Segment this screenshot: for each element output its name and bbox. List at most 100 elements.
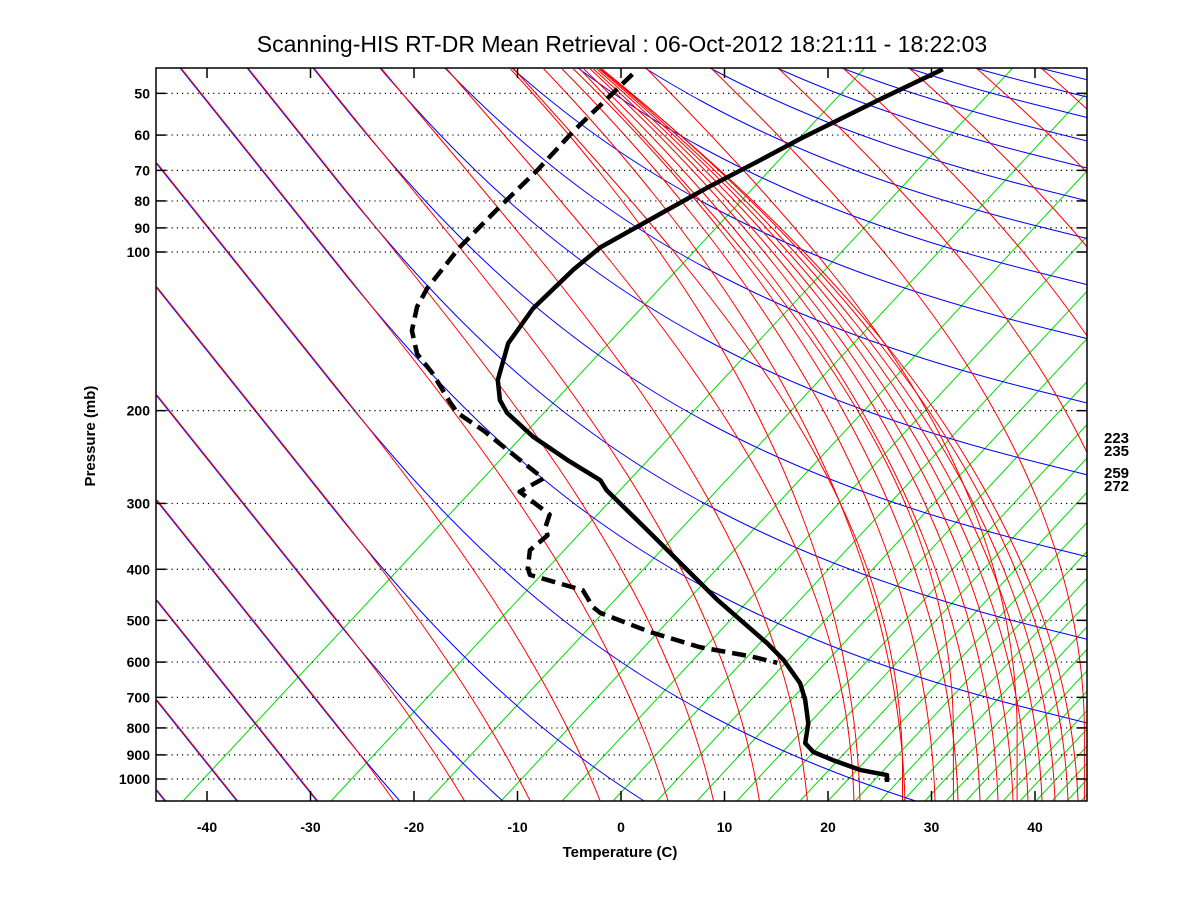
- dry-adiabat-line: [510, 68, 861, 801]
- dry-adiabat-line: [842, 68, 1087, 337]
- x-tick-label: 30: [924, 819, 940, 835]
- mixing-ratio-line: [827, 521, 1087, 801]
- y-tick-label: 900: [127, 747, 151, 763]
- mixing-ratio-line: [612, 290, 1087, 801]
- x-tick-label: 40: [1027, 819, 1043, 835]
- mixing-ratio-line: [696, 380, 1087, 801]
- moist-adiabat-line: [974, 68, 1087, 98]
- x-tick-label: 0: [617, 819, 625, 835]
- mixing-ratio-line: [656, 337, 1087, 801]
- moist-adiabat-line: [577, 68, 1087, 286]
- annotation-259: 259: [1104, 465, 1129, 482]
- moist-adiabat-line: [246, 68, 1087, 640]
- annotation-223: 223: [1104, 430, 1129, 447]
- dry-adiabat-line: [156, 789, 167, 801]
- y-tick-label: 1000: [119, 771, 150, 787]
- y-axis-ticks: 50 60 70 80 90 100 200 300 400 500 600 700 800 900 100…: [119, 85, 1087, 787]
- dry-adiabat-line: [156, 394, 466, 801]
- dry-adiabat-line: [156, 499, 395, 801]
- moist-adiabat-line: [1039, 68, 1087, 81]
- dry-adiabat-line: [156, 162, 601, 801]
- profile-series: [409, 68, 944, 782]
- mixing-ratio-line: [854, 550, 1087, 801]
- y-tick-label: 80: [134, 193, 150, 209]
- moist-adiabat-line: [156, 599, 318, 801]
- mixing-ratio-line: [965, 670, 1087, 801]
- y-tick-label: 70: [134, 162, 150, 178]
- moist-adiabat-line: [511, 68, 1087, 340]
- y-tick-label: 700: [127, 689, 151, 705]
- dry-adiabat-line: [380, 68, 808, 801]
- y-tick-label: 400: [127, 561, 151, 577]
- mixing-ratio-line: [902, 602, 1087, 801]
- mixing-ratio-line: [182, 68, 866, 801]
- x-axis-ticks: -40 -30 -20 -10 0 10 20 30 40: [197, 68, 1043, 835]
- dewpoint-profile-line: [409, 72, 778, 665]
- dry-adiabat-line: [561, 68, 936, 801]
- moist-adiabat-line: [444, 68, 1087, 404]
- moist-adiabat-line: [644, 68, 1087, 239]
- mixing-ratio-line: [767, 457, 1087, 801]
- temperature-profile-line: [495, 68, 944, 782]
- y-tick-label: 300: [127, 495, 151, 511]
- y-tick-label: 800: [127, 720, 151, 736]
- moist-adiabat-line: [156, 162, 918, 801]
- dry-adiabat-line: [512, 68, 903, 801]
- dry-adiabat-line: [578, 68, 954, 801]
- x-tick-label: -20: [404, 819, 424, 835]
- y-tick-label: 90: [134, 220, 150, 236]
- annotation-272: 272: [1104, 478, 1129, 495]
- dry-adiabat-line: [156, 599, 319, 801]
- dry-adiabat-line: [599, 68, 1079, 801]
- moist-adiabat-line: [156, 789, 166, 801]
- pressure-gridlines: [156, 92, 1087, 780]
- x-tick-label: 20: [820, 819, 836, 835]
- x-tick-label: -40: [197, 819, 217, 835]
- dry-adiabat-line: [593, 68, 1014, 801]
- right-annotations: 223 235 259 272: [1104, 430, 1129, 495]
- y-tick-label: 50: [134, 85, 150, 101]
- moist-adiabat-line: [156, 699, 238, 801]
- mixing-ratio-line: [945, 648, 1087, 801]
- dry-adiabat-line: [589, 68, 999, 801]
- dry-adiabat-line: [600, 68, 1056, 801]
- x-axis-label: Temperature (C): [563, 844, 678, 861]
- dry-adiabat-line: [573, 68, 959, 801]
- y-tick-label: 100: [127, 244, 151, 260]
- dry-adiabat-line: [180, 68, 669, 801]
- dry-adiabat-line: [313, 68, 760, 801]
- moist-adiabat-line: [709, 68, 1087, 202]
- background-lines: [156, 68, 1087, 801]
- dry-adiabat-line: [543, 68, 906, 801]
- dry-adiabat-line: [596, 68, 1029, 801]
- dry-adiabat-line: [777, 68, 1087, 454]
- y-tick-label: 500: [127, 612, 151, 628]
- moist-adiabat-line: [841, 68, 1087, 142]
- dry-adiabat-line: [445, 68, 855, 801]
- dry-adiabat-line: [710, 68, 1085, 801]
- y-tick-label: 60: [134, 127, 150, 143]
- dry-adiabat-line: [156, 286, 531, 801]
- mixing-ratio-line: [561, 235, 1087, 801]
- dry-adiabat-line: [645, 68, 1018, 801]
- moist-adiabat-line: [156, 394, 504, 801]
- y-tick-label: 600: [127, 654, 151, 670]
- mixing-ratio-line: [500, 170, 1087, 801]
- x-tick-label: 10: [717, 819, 733, 835]
- y-tick-label: 200: [127, 403, 151, 419]
- annotation-235: 235: [1104, 443, 1129, 460]
- dry-adiabat-line: [598, 68, 1043, 801]
- dry-adiabat-line: [908, 68, 1087, 248]
- dry-adiabat-line: [601, 68, 1069, 801]
- y-axis-label: Pressure (mb): [82, 386, 99, 487]
- moist-adiabat-line: [179, 68, 1087, 724]
- x-tick-label: -10: [507, 819, 527, 835]
- mixing-ratio-line: [330, 68, 1014, 801]
- mixing-ratio-line: [799, 491, 1087, 801]
- moist-adiabat-line: [776, 68, 1087, 169]
- dry-adiabat-line: [156, 699, 239, 801]
- x-tick-label: -30: [300, 819, 320, 835]
- chart-title: Scanning-HIS RT-DR Mean Retrieval : 06-O…: [257, 31, 987, 57]
- mixing-ratio-line: [879, 577, 1087, 801]
